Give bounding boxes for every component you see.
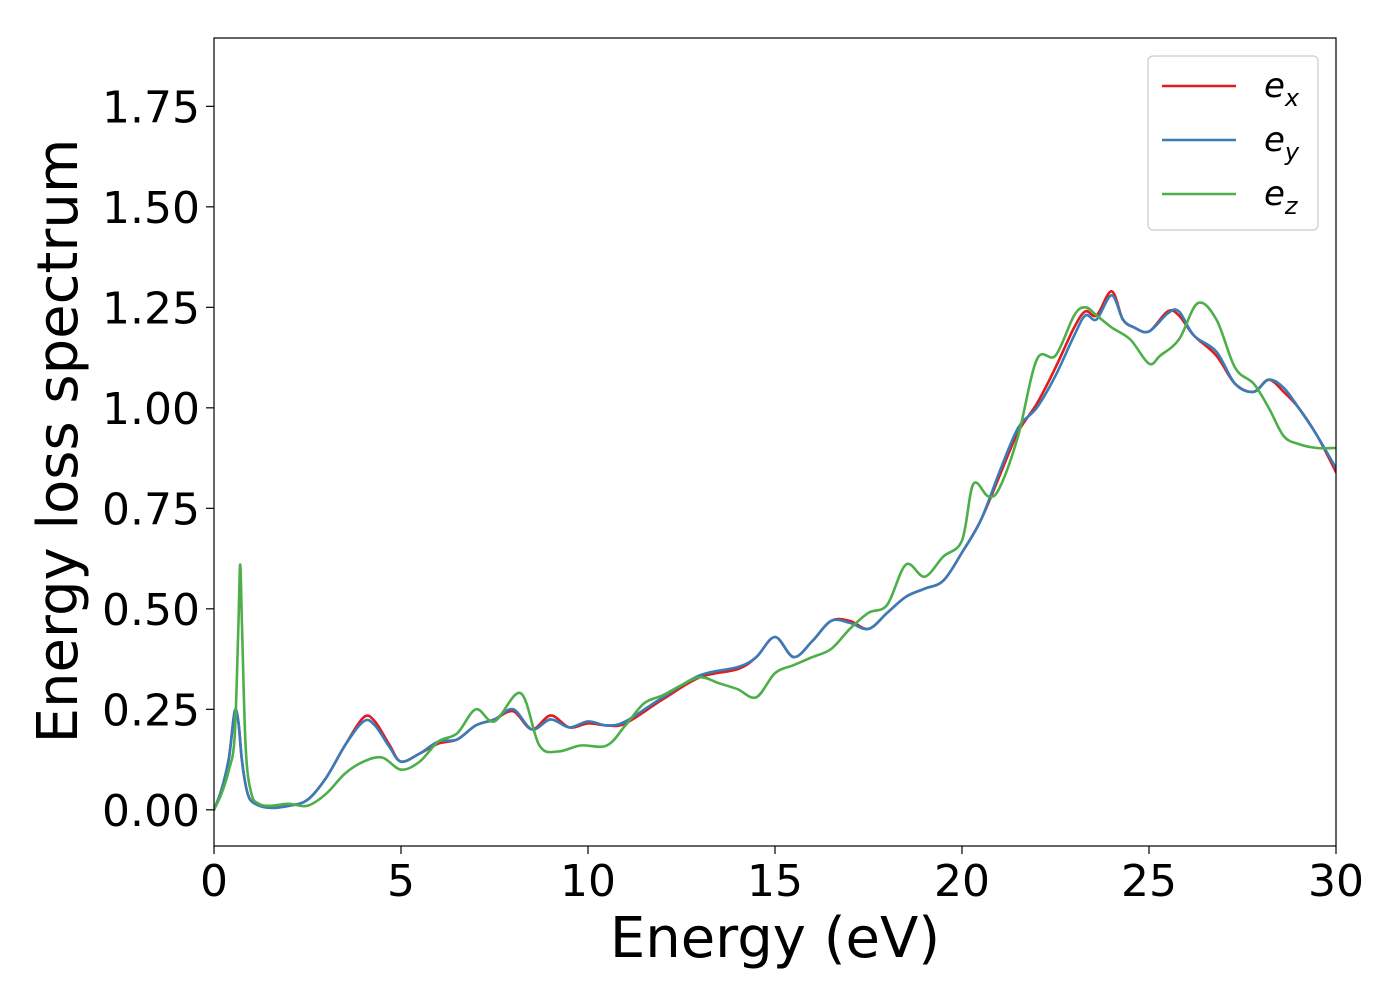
legend-label-subscript: z (1284, 192, 1299, 220)
y-tick-label: 0.00 (102, 786, 200, 837)
y-tick-label: 1.75 (102, 82, 200, 133)
y-tick-label: 1.50 (102, 183, 200, 234)
legend-label-z: ez (1264, 174, 1299, 220)
series-line-z (214, 301, 1336, 812)
x-tick-label: 5 (387, 856, 415, 907)
legend-label-subscript: y (1284, 138, 1300, 166)
legend-label-y: ey (1264, 120, 1300, 166)
series-layer (214, 290, 1336, 812)
x-tick-label: 0 (200, 856, 228, 907)
legend-box (1147, 55, 1319, 231)
y-tick-label: 0.75 (102, 484, 200, 535)
legend-label-x: ex (1264, 66, 1300, 112)
y-tick-label: 0.50 (102, 585, 200, 636)
y-axis: 0.00 0.25 0.50 0.75 1.00 1.25 1.50 1.75 (102, 82, 214, 837)
y-tick-label: 1.25 (102, 283, 200, 334)
y-tick-label: 0.25 (102, 685, 200, 736)
x-tick-label: 30 (1308, 856, 1364, 907)
legend-label-base: e (1264, 120, 1285, 160)
series-line-y (214, 294, 1336, 812)
x-axis: 0 5 10 15 20 25 30 (200, 846, 1364, 907)
plot-area (213, 37, 1337, 847)
x-tick-label: 20 (934, 856, 990, 907)
x-tick-label: 25 (1121, 856, 1177, 907)
y-tick-label: 1.00 (102, 384, 200, 435)
x-tick-label: 15 (747, 856, 803, 907)
x-tick-label: 10 (560, 856, 616, 907)
legend-label-base: e (1264, 66, 1285, 106)
legend-label-base: e (1264, 174, 1285, 214)
x-axis-title: Energy (eV) (610, 906, 940, 971)
legend-label-subscript: x (1284, 84, 1300, 112)
y-axis-title: Energy loss spectrum (26, 139, 91, 744)
